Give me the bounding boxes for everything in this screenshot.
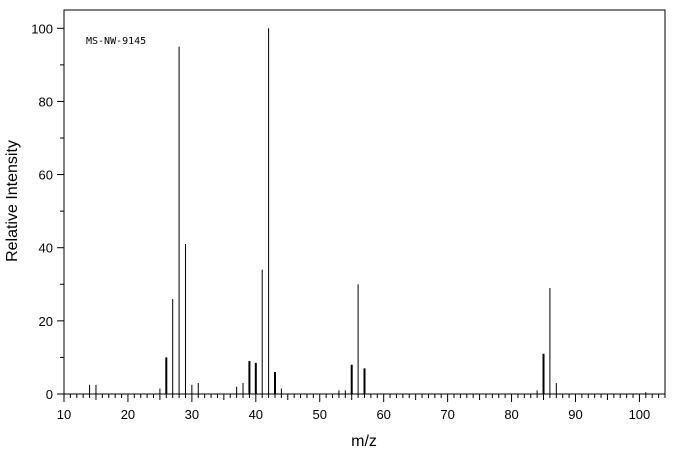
x-tick-label: 20 [121, 407, 135, 422]
x-tick-label: 100 [629, 407, 651, 422]
y-tick-label: 20 [39, 314, 53, 329]
x-tick-label: 90 [568, 407, 582, 422]
plot-frame [63, 9, 666, 395]
x-axis-ticks: 10 20 30 40 50 60 70 80 90 100 [57, 394, 651, 422]
spectrum-peaks [89, 28, 647, 394]
y-tick-label: 0 [46, 387, 53, 402]
x-tick-label: 70 [440, 407, 454, 422]
x-tick-label: 50 [313, 407, 327, 422]
y-tick-label: 40 [39, 241, 53, 256]
x-tick-label: 10 [57, 407, 71, 422]
x-tick-label: 40 [249, 407, 263, 422]
x-minor-ticks [69, 394, 666, 400]
y-tick-label: 60 [39, 168, 53, 183]
y-axis-label: Relative Intensity [4, 140, 21, 262]
x-tick-label: 60 [376, 407, 390, 422]
spectrum-id-annotation: MS-NW-9145 [86, 36, 146, 47]
y-axis-ticks: 0 20 40 60 80 100 [31, 21, 64, 402]
x-axis-label: m/z [351, 433, 377, 450]
y-tick-label: 80 [39, 94, 53, 109]
y-tick-label: 100 [31, 21, 53, 36]
x-tick-label: 30 [185, 407, 199, 422]
y-minor-ticks [60, 64, 64, 358]
x-tick-label: 80 [504, 407, 518, 422]
